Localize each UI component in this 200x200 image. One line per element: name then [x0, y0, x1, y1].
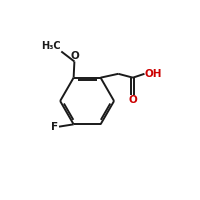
Text: F: F	[51, 122, 59, 132]
Text: O: O	[70, 51, 79, 61]
Text: O: O	[129, 95, 137, 105]
Text: OH: OH	[145, 69, 162, 79]
Text: H₃C: H₃C	[41, 41, 61, 51]
